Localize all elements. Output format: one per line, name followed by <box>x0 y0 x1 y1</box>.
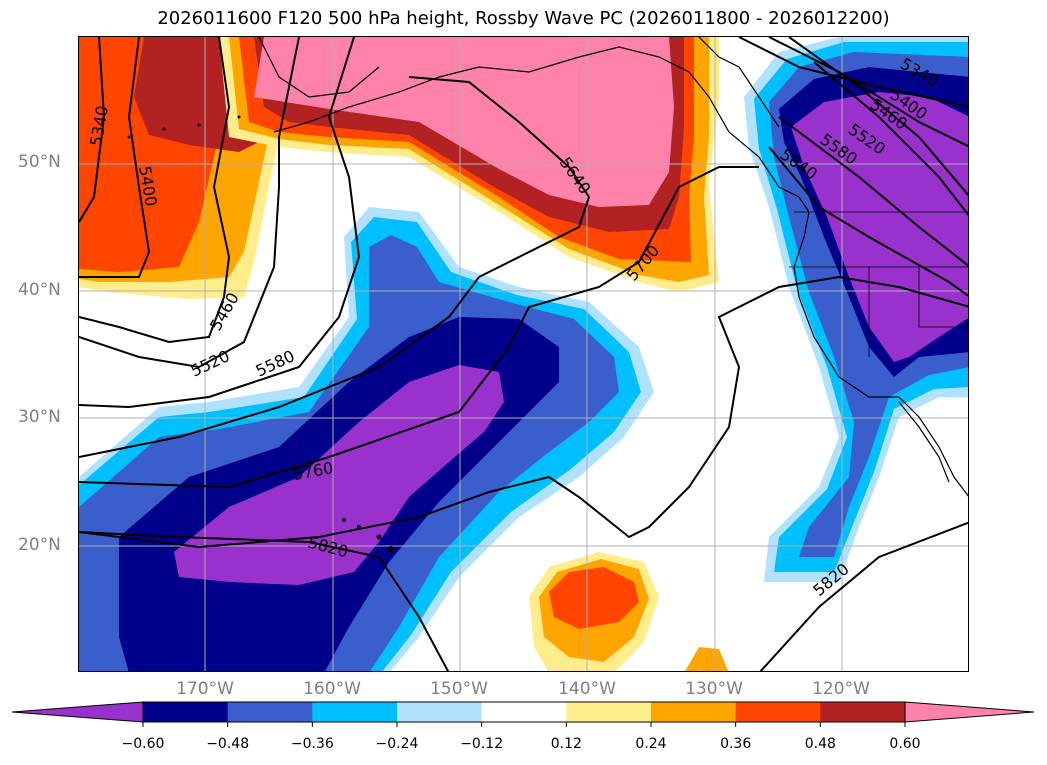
colorbar-extend-low <box>12 702 143 722</box>
contour-5580 <box>79 37 361 409</box>
contour-5700 <box>79 166 759 489</box>
colorbar-tickmarks <box>142 722 906 727</box>
colorbar <box>11 701 1035 727</box>
colorbar-tick-label: 0.60 <box>889 736 921 752</box>
colorbar-tick-label: −0.24 <box>375 736 419 752</box>
colorbar-extend-high <box>905 702 1034 722</box>
colorbar-tick-label: −0.48 <box>206 736 250 752</box>
contour-5400-east <box>768 37 968 148</box>
map-canvas: 5340 5400 5460 5520 5580 5640 5700 5760 … <box>79 37 968 671</box>
colorbar-tick-label: −0.36 <box>290 736 334 752</box>
contour-5460-east <box>788 37 968 197</box>
contour-5340-west <box>79 37 106 223</box>
colorbar-tick-label: 0.24 <box>635 736 667 752</box>
lon-label-140w: 140°W <box>558 679 616 699</box>
contour-5640-main <box>79 76 591 458</box>
contour-5520-east <box>813 61 968 217</box>
coastlines <box>258 37 968 497</box>
lat-label-40n: 40°N <box>18 280 61 300</box>
positive-anomaly-south-small <box>685 647 729 671</box>
colorbar-tick-label: 0.12 <box>550 736 582 752</box>
contour-5340-east <box>738 37 968 108</box>
chart-title: 2026011600 F120 500 hPa height, Rossby W… <box>157 8 890 29</box>
islands <box>127 115 394 552</box>
colorbar-tick-label: −0.60 <box>121 736 165 752</box>
contour-5760 <box>79 275 968 549</box>
colorbar-tick-label: 0.48 <box>804 736 836 752</box>
colorbar-tick-label: 0.36 <box>720 736 752 752</box>
positive-anomaly-south-red <box>549 567 639 629</box>
lat-label-50n: 50°N <box>18 152 61 172</box>
lat-label-20n: 20°N <box>18 535 61 555</box>
lon-label-120w: 120°W <box>812 679 870 699</box>
lon-label-150w: 150°W <box>430 679 488 699</box>
colorbar-segment <box>227 702 313 722</box>
negative-anomaly-central-purple <box>174 365 504 585</box>
colorbar-segment <box>735 702 821 722</box>
contour-5820-east <box>759 521 968 671</box>
colorbar-tick-label: −0.12 <box>460 736 504 752</box>
colorbar-segment <box>566 702 652 722</box>
colorbar-segment <box>651 702 737 722</box>
contour-5820-south <box>79 531 450 671</box>
height-contours <box>79 37 968 671</box>
colorbar-segment <box>143 702 229 722</box>
colorbar-segment <box>481 702 567 722</box>
state-borders <box>789 211 968 357</box>
lat-label-30n: 30°N <box>18 407 61 427</box>
contour-5520 <box>79 37 300 369</box>
colorbar-segments <box>12 702 1034 722</box>
colorbar-segment <box>397 702 483 722</box>
lon-label-130w: 130°W <box>685 679 743 699</box>
contour-5460 <box>79 37 231 344</box>
colorbar-segment <box>312 702 398 722</box>
contour-label-5520: 5520 <box>188 346 233 380</box>
lon-label-170w: 170°W <box>176 679 234 699</box>
contour-5640-east <box>768 146 968 297</box>
contour-5400-west <box>79 37 151 278</box>
colorbar-segment <box>820 702 906 722</box>
colorbar-outline-right <box>904 701 1035 723</box>
contour-5580-east <box>778 116 968 267</box>
map-plot-area: 5340 5400 5460 5520 5580 5640 5700 5760 … <box>78 36 969 672</box>
graticule <box>79 37 968 671</box>
lon-label-160w: 160°W <box>303 679 361 699</box>
